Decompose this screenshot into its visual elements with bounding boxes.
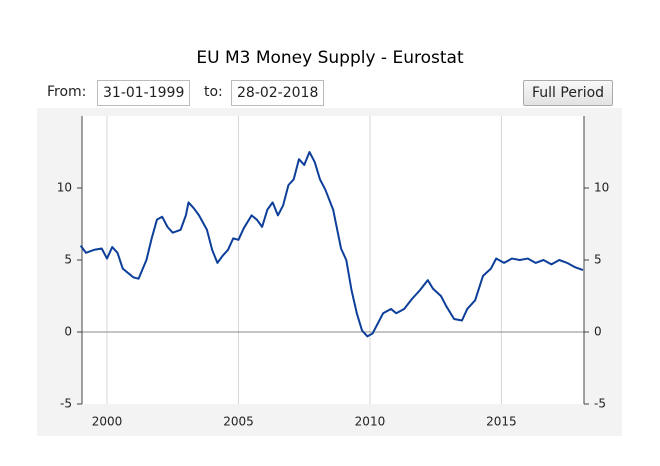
x-tick-label: 2010 bbox=[355, 415, 386, 429]
y2-tick-label: 0 bbox=[594, 325, 602, 339]
y-tick-label: -5 bbox=[60, 397, 72, 411]
from-input[interactable]: 31-01-1999 bbox=[97, 80, 191, 106]
to-label: to: bbox=[204, 84, 223, 100]
chart-title: EU M3 Money Supply - Eurostat bbox=[196, 48, 464, 68]
full-period-button[interactable]: Full Period bbox=[523, 80, 614, 106]
y-tick-label: 5 bbox=[64, 253, 72, 267]
from-label: From: bbox=[47, 84, 87, 100]
x-tick-label: 2005 bbox=[223, 415, 254, 429]
x-tick-label: 2000 bbox=[92, 415, 123, 429]
y-tick-label: 10 bbox=[57, 181, 72, 195]
data-line bbox=[79, 151, 584, 338]
x-tick-label: 2015 bbox=[486, 415, 517, 429]
y2-tick-label: -5 bbox=[594, 397, 606, 411]
y2-tick-label: 5 bbox=[594, 253, 602, 267]
to-input[interactable]: 28-02-2018 bbox=[231, 80, 325, 106]
y-tick-label: 0 bbox=[64, 325, 72, 339]
y2-tick-label: 10 bbox=[594, 181, 609, 195]
